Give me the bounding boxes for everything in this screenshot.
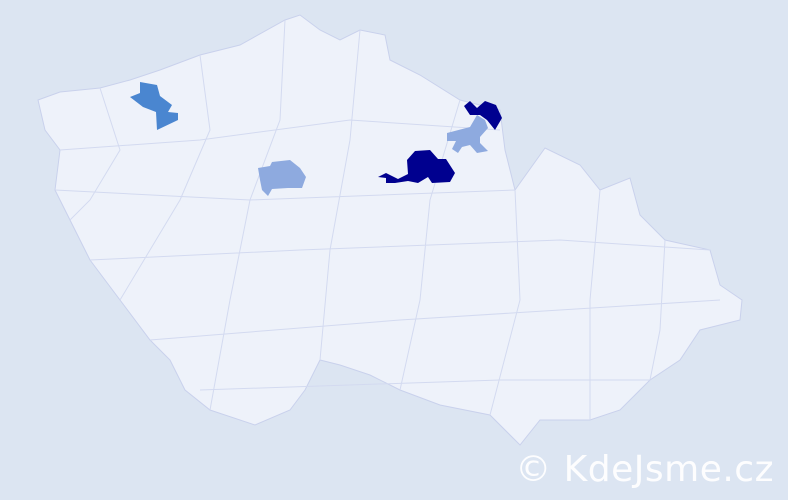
region-low[interactable] (258, 160, 306, 196)
watermark: © KdeJsme.cz (515, 449, 774, 490)
district-borders (54, 19, 721, 420)
country-outline (37, 14, 743, 446)
region-medium[interactable] (130, 82, 178, 130)
region-low-2[interactable] (447, 115, 488, 153)
region-high[interactable] (378, 150, 455, 183)
region-high-2[interactable] (464, 101, 502, 130)
